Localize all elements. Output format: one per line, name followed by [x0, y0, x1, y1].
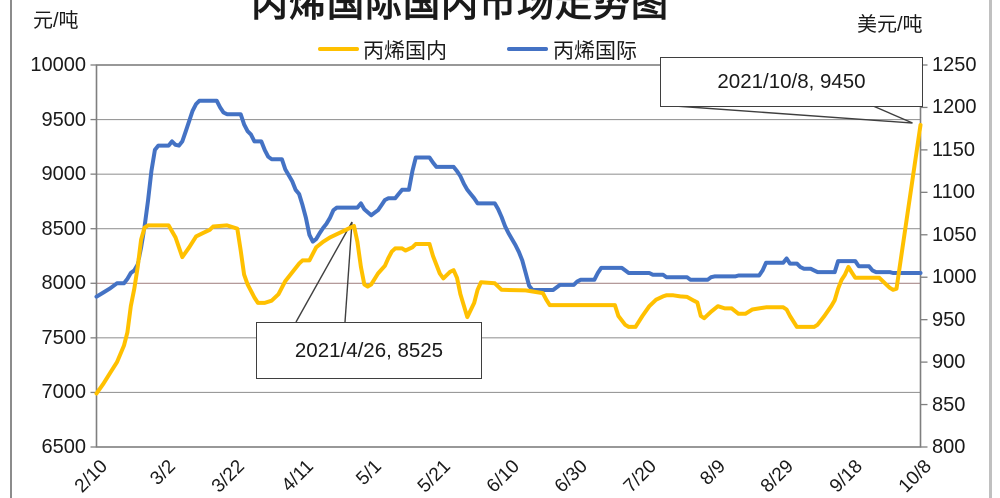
annotation-text: 2021/4/26, 8525	[294, 338, 444, 362]
right-axis-tick-label: 950	[932, 308, 966, 331]
left-axis-tick-label: 10000	[30, 54, 86, 76]
legend-line-domestic	[318, 47, 359, 51]
right-axis-unit-label: 美元/吨	[857, 14, 923, 36]
annotation-callout-latest: 2021/10/8, 9450	[660, 57, 923, 107]
right-axis-tick-label: 1250	[932, 54, 977, 76]
series-line-domestic	[94, 123, 923, 396]
left-axis-tick-label: 6500	[41, 436, 87, 458]
left-axis-tick-label: 8500	[41, 217, 87, 240]
right-axis-tick-label: 1200	[932, 96, 977, 119]
right-axis-tick-label: 1050	[932, 223, 977, 246]
left-axis-tick-label: 8000	[41, 272, 87, 295]
annotation-leader-line	[667, 104, 913, 124]
right-axis-tick-label: 800	[932, 436, 966, 458]
left-axis-tick-label: 7500	[41, 326, 87, 349]
annotation-leader-line	[344, 221, 353, 323]
annotation-callout-april-peak: 2021/4/26, 8525	[256, 322, 482, 379]
annotation-text: 2021/10/8, 9450	[717, 70, 866, 93]
chart-title: 丙烯国际国内市场走势图	[251, 0, 669, 24]
annotation-leader-line	[295, 221, 353, 323]
legend-label-domestic: 丙烯国内	[363, 40, 447, 63]
right-axis-tick-label: 1150	[932, 138, 976, 161]
left-axis-unit-label: 元/吨	[33, 10, 79, 32]
left-axis-tick-label: 9500	[41, 108, 87, 131]
plot-border	[95, 64, 922, 448]
right-axis-tick-label: 1000	[932, 266, 977, 289]
legend-line-international	[507, 47, 548, 51]
right-axis-tick-label: 1100	[932, 181, 976, 204]
right-window-edge	[989, 0, 992, 498]
series-line-international	[94, 98, 923, 299]
right-axis-tick-label: 850	[932, 393, 966, 416]
left-axis-tick-label: 9000	[41, 163, 87, 186]
left-window-edge	[10, 0, 12, 498]
left-axis-tick-label: 7000	[41, 381, 87, 404]
right-axis-tick-label: 900	[932, 351, 966, 374]
annotation-leader-line	[871, 104, 913, 124]
legend-label-international: 丙烯国际	[553, 40, 637, 63]
